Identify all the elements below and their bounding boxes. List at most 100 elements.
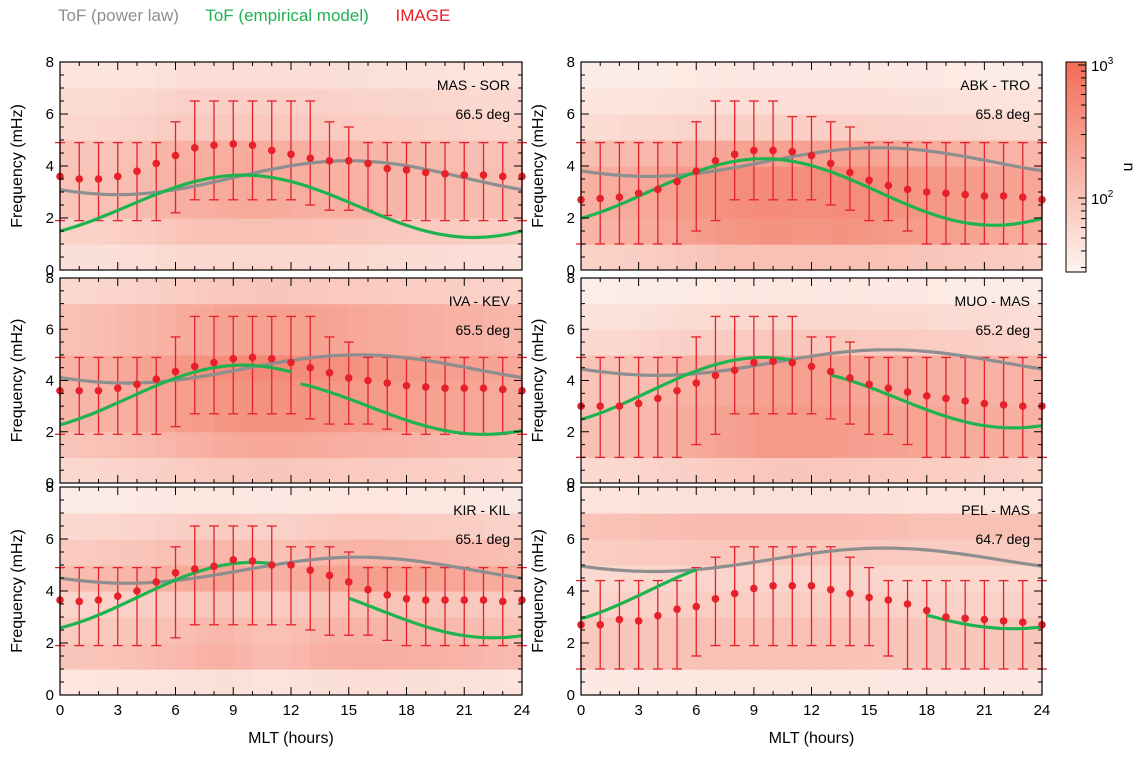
heatmap-cell bbox=[792, 457, 813, 484]
heatmap-cell bbox=[425, 669, 446, 696]
heatmap-cell bbox=[79, 380, 100, 407]
heatmap-cell bbox=[830, 513, 851, 540]
heatmap-cell bbox=[619, 431, 640, 458]
heatmap-cell bbox=[581, 565, 601, 592]
heatmap-cell bbox=[888, 669, 909, 696]
heatmap-cell bbox=[715, 457, 736, 484]
heatmap-cell bbox=[811, 380, 832, 407]
heatmap-cell bbox=[483, 218, 504, 245]
heatmap-cell bbox=[387, 457, 408, 484]
heatmap-cell bbox=[137, 487, 157, 514]
heatmap-cell bbox=[387, 406, 408, 433]
image-point bbox=[267, 561, 276, 569]
heatmap-cell bbox=[117, 431, 138, 458]
y-tick-label: 0 bbox=[567, 475, 575, 492]
heatmap-cell bbox=[175, 303, 196, 330]
y-tick-label: 4 bbox=[567, 583, 575, 600]
heatmap-cell bbox=[156, 643, 177, 670]
heatmap-cell bbox=[175, 669, 196, 696]
heatmap-cell bbox=[1022, 539, 1043, 566]
heatmap-cell bbox=[252, 457, 273, 484]
station-label: PEL - MAS bbox=[961, 502, 1030, 518]
heatmap-cell bbox=[252, 565, 273, 592]
heatmap-cell bbox=[965, 565, 985, 592]
heatmap-cell bbox=[425, 244, 446, 271]
heatmap-cell bbox=[464, 380, 485, 407]
heatmap-cell bbox=[502, 244, 523, 271]
heatmap-cell bbox=[965, 643, 985, 670]
image-point bbox=[730, 366, 739, 375]
heatmap-cell bbox=[926, 329, 947, 356]
y-tick-label: 0 bbox=[46, 687, 54, 704]
heatmap-cell bbox=[945, 565, 966, 592]
heatmap-cell bbox=[387, 591, 408, 618]
heatmap-cell bbox=[117, 406, 138, 433]
heatmap-cell bbox=[291, 643, 311, 670]
heatmap-cell bbox=[425, 431, 446, 458]
heatmap-cell bbox=[600, 88, 621, 115]
heatmap-cell bbox=[830, 380, 851, 407]
heatmap-cell bbox=[619, 88, 640, 115]
heatmap-cell bbox=[734, 303, 755, 330]
heatmap-cell bbox=[696, 88, 717, 115]
heatmap-cell bbox=[830, 329, 851, 356]
heatmap-cell bbox=[310, 431, 331, 458]
heatmap-cell bbox=[425, 278, 446, 305]
image-point bbox=[673, 386, 681, 395]
panel-muo-mas: 0 2 4 6 8 Frequency (mHz) MUO - MAS 65.2 deg bbox=[530, 270, 1047, 492]
heatmap-cell bbox=[715, 88, 736, 115]
image-point bbox=[884, 384, 893, 392]
heatmap-cell bbox=[329, 114, 350, 141]
heatmap-cell bbox=[907, 88, 928, 115]
heatmap-cell bbox=[387, 669, 408, 696]
heatmap-cell bbox=[1022, 218, 1043, 245]
heatmap-cell bbox=[60, 62, 80, 89]
heatmap-cell bbox=[581, 380, 601, 407]
heatmap-cell bbox=[945, 354, 966, 382]
heatmap-cell bbox=[715, 669, 736, 696]
heatmap-cell bbox=[696, 513, 717, 540]
heatmap-cell bbox=[600, 513, 621, 540]
figure-legend: ToF (power law) ToF (empirical model) IM… bbox=[58, 6, 472, 32]
latitude-label: 64.7 deg bbox=[976, 531, 1031, 547]
heatmap-cell bbox=[849, 88, 870, 115]
image-point bbox=[229, 556, 238, 564]
heatmap-cell bbox=[1003, 62, 1024, 89]
heatmap-cell bbox=[926, 457, 947, 484]
heatmap-cell bbox=[406, 380, 427, 407]
heatmap-cell bbox=[214, 617, 234, 644]
heatmap-cell bbox=[773, 192, 793, 219]
heatmap-cell bbox=[792, 565, 813, 592]
heatmap-cell bbox=[888, 166, 909, 193]
heatmap-cell bbox=[79, 244, 100, 271]
heatmap-cell bbox=[619, 114, 640, 141]
heatmap-cell bbox=[425, 329, 446, 356]
heatmap-cell bbox=[348, 565, 369, 592]
heatmap-cell bbox=[638, 457, 659, 484]
heatmap-cell bbox=[271, 457, 292, 484]
heatmap-cell bbox=[60, 166, 80, 193]
heatmap-cell bbox=[926, 62, 947, 89]
image-point bbox=[903, 185, 912, 194]
heatmap-cell bbox=[869, 406, 889, 433]
heatmap-cell bbox=[1022, 513, 1043, 540]
heatmap-cell bbox=[619, 303, 640, 330]
heatmap-cell bbox=[445, 487, 465, 514]
heatmap-cell bbox=[502, 431, 523, 458]
heatmap-cell bbox=[98, 431, 119, 458]
latitude-label: 65.2 deg bbox=[976, 322, 1031, 338]
heatmap-cell bbox=[194, 62, 215, 89]
heatmap-cell bbox=[600, 617, 621, 644]
heatmap-cell bbox=[600, 140, 621, 167]
heatmap-cell bbox=[464, 457, 485, 484]
image-point bbox=[942, 394, 950, 403]
heatmap-cell bbox=[715, 539, 736, 566]
heatmap-cell bbox=[888, 539, 909, 566]
heatmap-cell bbox=[907, 617, 928, 644]
heatmap-cell bbox=[888, 457, 909, 484]
heatmap-cell bbox=[773, 617, 793, 644]
image-point bbox=[961, 614, 969, 623]
heatmap-cell bbox=[406, 114, 427, 141]
heatmap-cell bbox=[677, 192, 697, 219]
heatmap-cell bbox=[965, 354, 985, 382]
